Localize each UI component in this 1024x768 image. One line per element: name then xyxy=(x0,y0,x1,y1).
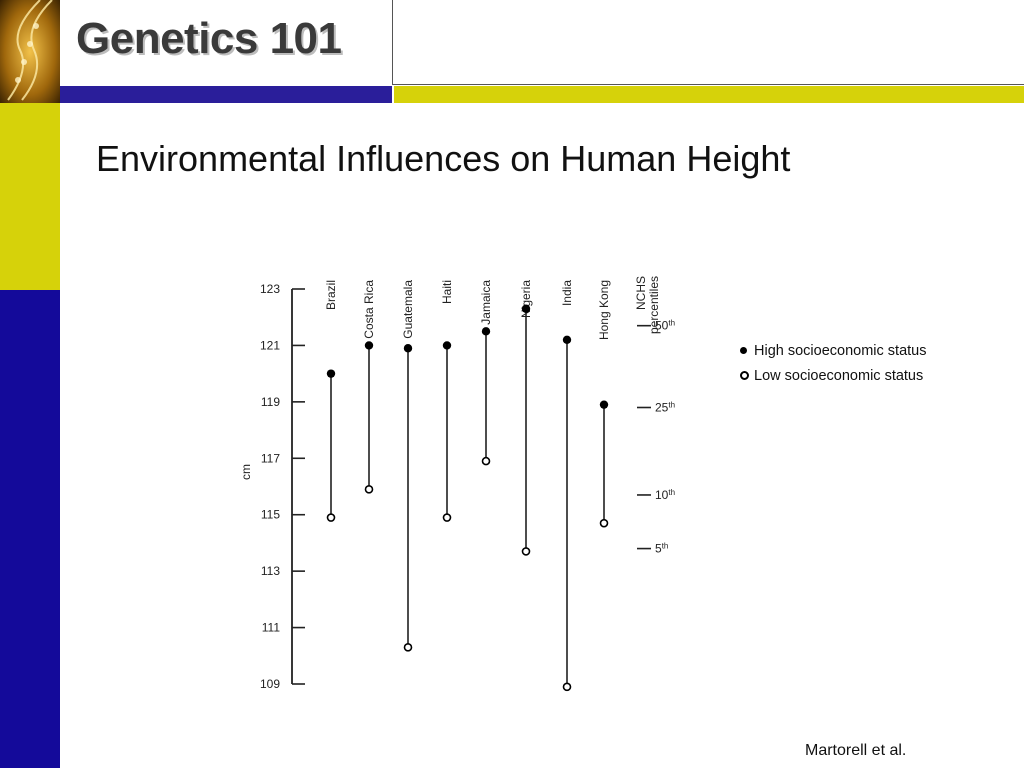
low-ses-point xyxy=(599,518,609,528)
y-tick-label: 121 xyxy=(260,338,280,352)
high-ses-point xyxy=(521,304,531,313)
height-chart: 123 121 119 117 115 113 111 109 cm Brazil Costa Ri… xyxy=(239,276,675,692)
reference-label: NCHS xyxy=(634,276,648,310)
legend-label-low: Low socioeconomic status xyxy=(754,367,924,384)
header-bar-blue xyxy=(60,86,392,103)
y-tick-label: 111 xyxy=(262,621,281,635)
high-ses-point xyxy=(364,341,374,350)
category-label: Jamaica xyxy=(479,280,493,325)
legend-label-high: High socioeconomic status xyxy=(754,342,927,359)
percentile-suffix: th xyxy=(668,487,675,496)
header-divider-horizontal xyxy=(392,84,1024,85)
legend-item-high: High socioeconomic status xyxy=(740,338,926,363)
open-circle-icon xyxy=(740,371,749,380)
reference-label: percentiles xyxy=(647,276,661,334)
low-ses-point xyxy=(442,513,452,522)
y-tick-label: 119 xyxy=(261,395,280,409)
low-ses-point xyxy=(364,485,374,494)
percentile-label: 50th xyxy=(655,318,675,333)
header-divider-vertical xyxy=(392,0,393,84)
percentile-label: 5th xyxy=(655,541,668,556)
chart-legend: High socioeconomic status Low socioecono… xyxy=(740,338,926,388)
dna-logo-image xyxy=(0,0,60,103)
high-ses-point xyxy=(403,344,413,353)
category-label: Haiti xyxy=(440,280,454,304)
slide-heading: Environmental Influences on Human Height xyxy=(96,138,791,179)
y-tick-label: 113 xyxy=(261,564,280,578)
header-bar-yellow xyxy=(394,86,1024,103)
percentile-suffix: th xyxy=(668,318,675,327)
y-tick-label: 115 xyxy=(261,508,280,522)
category-label: Costa Rica xyxy=(362,280,376,339)
y-tick-label: 109 xyxy=(260,677,280,691)
sidebar-blue-block xyxy=(0,290,60,768)
filled-circle-icon xyxy=(740,347,747,354)
percentile-suffix: th xyxy=(662,541,669,550)
percentile-label: 25th xyxy=(655,400,675,415)
low-ses-point xyxy=(562,682,572,692)
low-ses-point xyxy=(481,456,491,466)
legend-item-low: Low socioeconomic status xyxy=(740,363,926,388)
source-citation: Martorell et al. xyxy=(805,742,907,759)
category-label: Hong Kong xyxy=(597,280,611,340)
low-ses-point xyxy=(403,643,413,652)
category-label: Guatemala xyxy=(401,280,415,339)
high-ses-point xyxy=(442,341,452,350)
y-axis-label: cm xyxy=(239,464,253,480)
high-ses-point xyxy=(326,369,336,378)
category-label: Brazil xyxy=(324,280,338,310)
y-tick-label: 117 xyxy=(261,451,280,465)
category-label: India xyxy=(560,280,574,306)
high-ses-point xyxy=(599,400,609,409)
percentile-label: 10th xyxy=(655,487,675,502)
high-ses-point xyxy=(481,327,491,336)
y-tick-label: 123 xyxy=(260,282,280,296)
high-ses-point xyxy=(562,335,572,344)
low-ses-point xyxy=(521,547,531,556)
low-ses-point xyxy=(326,513,336,522)
percentile-suffix: th xyxy=(668,400,675,409)
sidebar-yellow-block xyxy=(0,103,60,290)
presentation-title: Genetics 101 xyxy=(76,14,342,63)
